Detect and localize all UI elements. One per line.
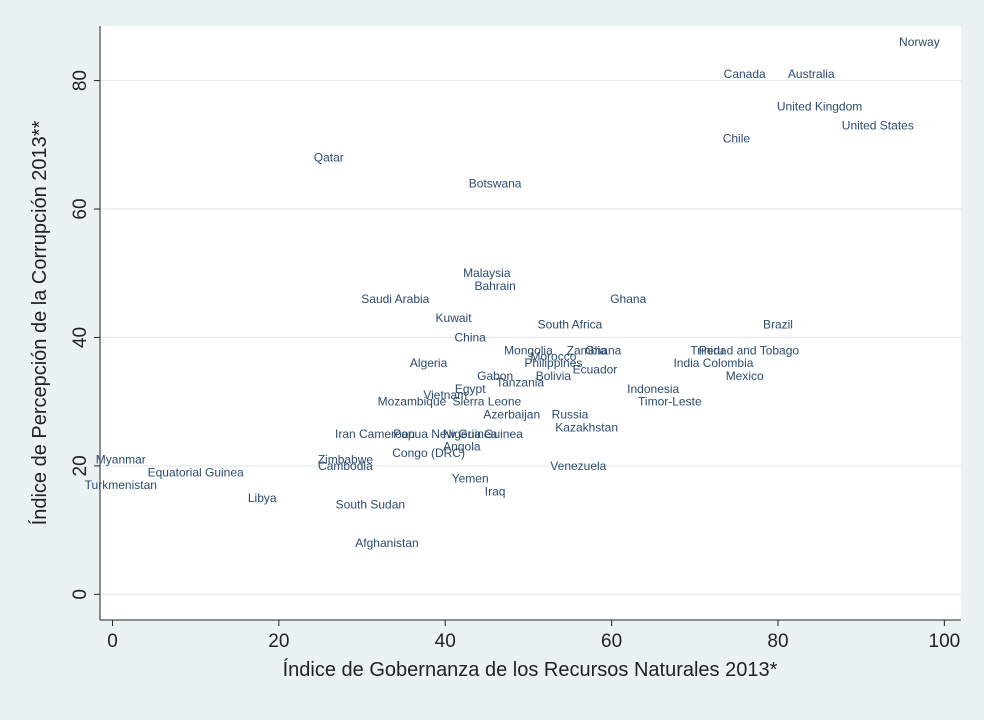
data-point-label: Colombia [703, 356, 754, 370]
y-tick-label: 0 [70, 589, 91, 600]
gridlines [100, 79, 961, 595]
data-point-label: Zimbabwe [318, 452, 374, 466]
data-point-label: Trinidad and Tobago [690, 343, 799, 357]
data-point-label: Kazakhstan [555, 420, 618, 434]
data-point-label: India [673, 356, 699, 370]
data-point-label: Nigeria [443, 427, 481, 441]
data-point-label: Angola [443, 440, 481, 454]
data-point-label: Peru [699, 343, 724, 357]
x-tick-label: 20 [268, 631, 289, 652]
plot-area [100, 26, 961, 620]
data-point-label: Papua New Guinea [393, 427, 497, 441]
data-point-label: Mozambique [378, 395, 447, 409]
data-point-label: Azerbaijan [483, 408, 540, 422]
data-point-label: Philippines [524, 356, 582, 370]
data-point-label: Ghana [585, 343, 621, 357]
x-tick-label: 40 [435, 631, 456, 652]
data-point-label: Venezuela [550, 459, 606, 473]
data-point-label: Ghana [610, 292, 646, 306]
data-point-label: Iraq [485, 485, 506, 499]
data-point-label: Cambodia [318, 459, 373, 473]
data-point-label: South Africa [538, 318, 603, 332]
data-point-label: Ecuador [573, 363, 618, 377]
data-point-label: Morocco [530, 350, 576, 364]
data-point-label: Yemen [452, 472, 489, 486]
y-tick-label: 20 [70, 455, 91, 476]
data-point-label: Egypt [455, 382, 486, 396]
y-tick-label: 60 [70, 198, 91, 219]
axes: 0 20 40 60 80 0 20 40 60 80 100 [70, 26, 961, 652]
data-point-label: Iran [335, 427, 356, 441]
data-point-label: Mexico [726, 369, 764, 383]
data-point-label: Turkmenistan [85, 478, 157, 492]
data-point-label: Indonesia [627, 382, 679, 396]
data-point-label: Malaysia [463, 266, 511, 280]
data-point-label: Canada [724, 67, 766, 81]
x-axis-title: Índice de Gobernanza de los Recursos Nat… [283, 658, 778, 681]
data-point-label: South Sudan [336, 497, 405, 511]
data-point-label: Tanzania [496, 375, 544, 389]
x-tick-label: 0 [107, 631, 118, 652]
data-point-label: Bolivia [536, 369, 572, 383]
data-point-label: Cameroon [359, 427, 415, 441]
data-point-label: Russia [552, 408, 589, 422]
data-point-label: Qatar [314, 151, 344, 165]
data-point-label: Australia [788, 67, 835, 81]
data-point-label: Timor-Leste [638, 395, 702, 409]
data-point-label: United Kingdom [777, 99, 862, 113]
x-tick-label: 100 [929, 631, 961, 652]
data-point-label: Myanmar [96, 452, 146, 466]
data-point-label: Bahrain [474, 279, 515, 293]
data-point-label: Chile [723, 131, 751, 145]
data-point-label: Saudi Arabia [361, 292, 429, 306]
data-point-label: Kuwait [436, 311, 473, 325]
data-point-label: Congo (DRC) [392, 446, 465, 460]
data-point-label: Norway [899, 35, 940, 49]
y-tick-label: 40 [70, 327, 91, 348]
x-tick-label: 80 [767, 631, 788, 652]
data-point-label: Algeria [410, 356, 448, 370]
data-point-label: Equatorial Guinea [148, 465, 244, 479]
data-point-label: Guinea [484, 427, 523, 441]
data-point-label: Gabon [477, 369, 513, 383]
y-tick-label: 80 [70, 70, 91, 91]
data-point-label: Afghanistan [355, 536, 418, 550]
y-axis-title: Índice de Percepción de la Corrupción 20… [28, 120, 51, 525]
data-point-label: United States [842, 119, 914, 133]
data-point-label: Botswana [469, 176, 522, 190]
data-point-label: Mongolia [504, 343, 553, 357]
data-point-label: Brazil [763, 318, 793, 332]
x-tick-label: 60 [601, 631, 622, 652]
data-point-label: China [455, 330, 487, 344]
data-point-label: Zambia [567, 343, 607, 357]
data-point-label: Libya [248, 491, 277, 505]
data-points: Norway Canada Australia United Kingdom Unite… [85, 35, 940, 550]
data-point-label: Vietnam [423, 388, 467, 402]
data-point-label: Sierra Leone [452, 395, 521, 409]
